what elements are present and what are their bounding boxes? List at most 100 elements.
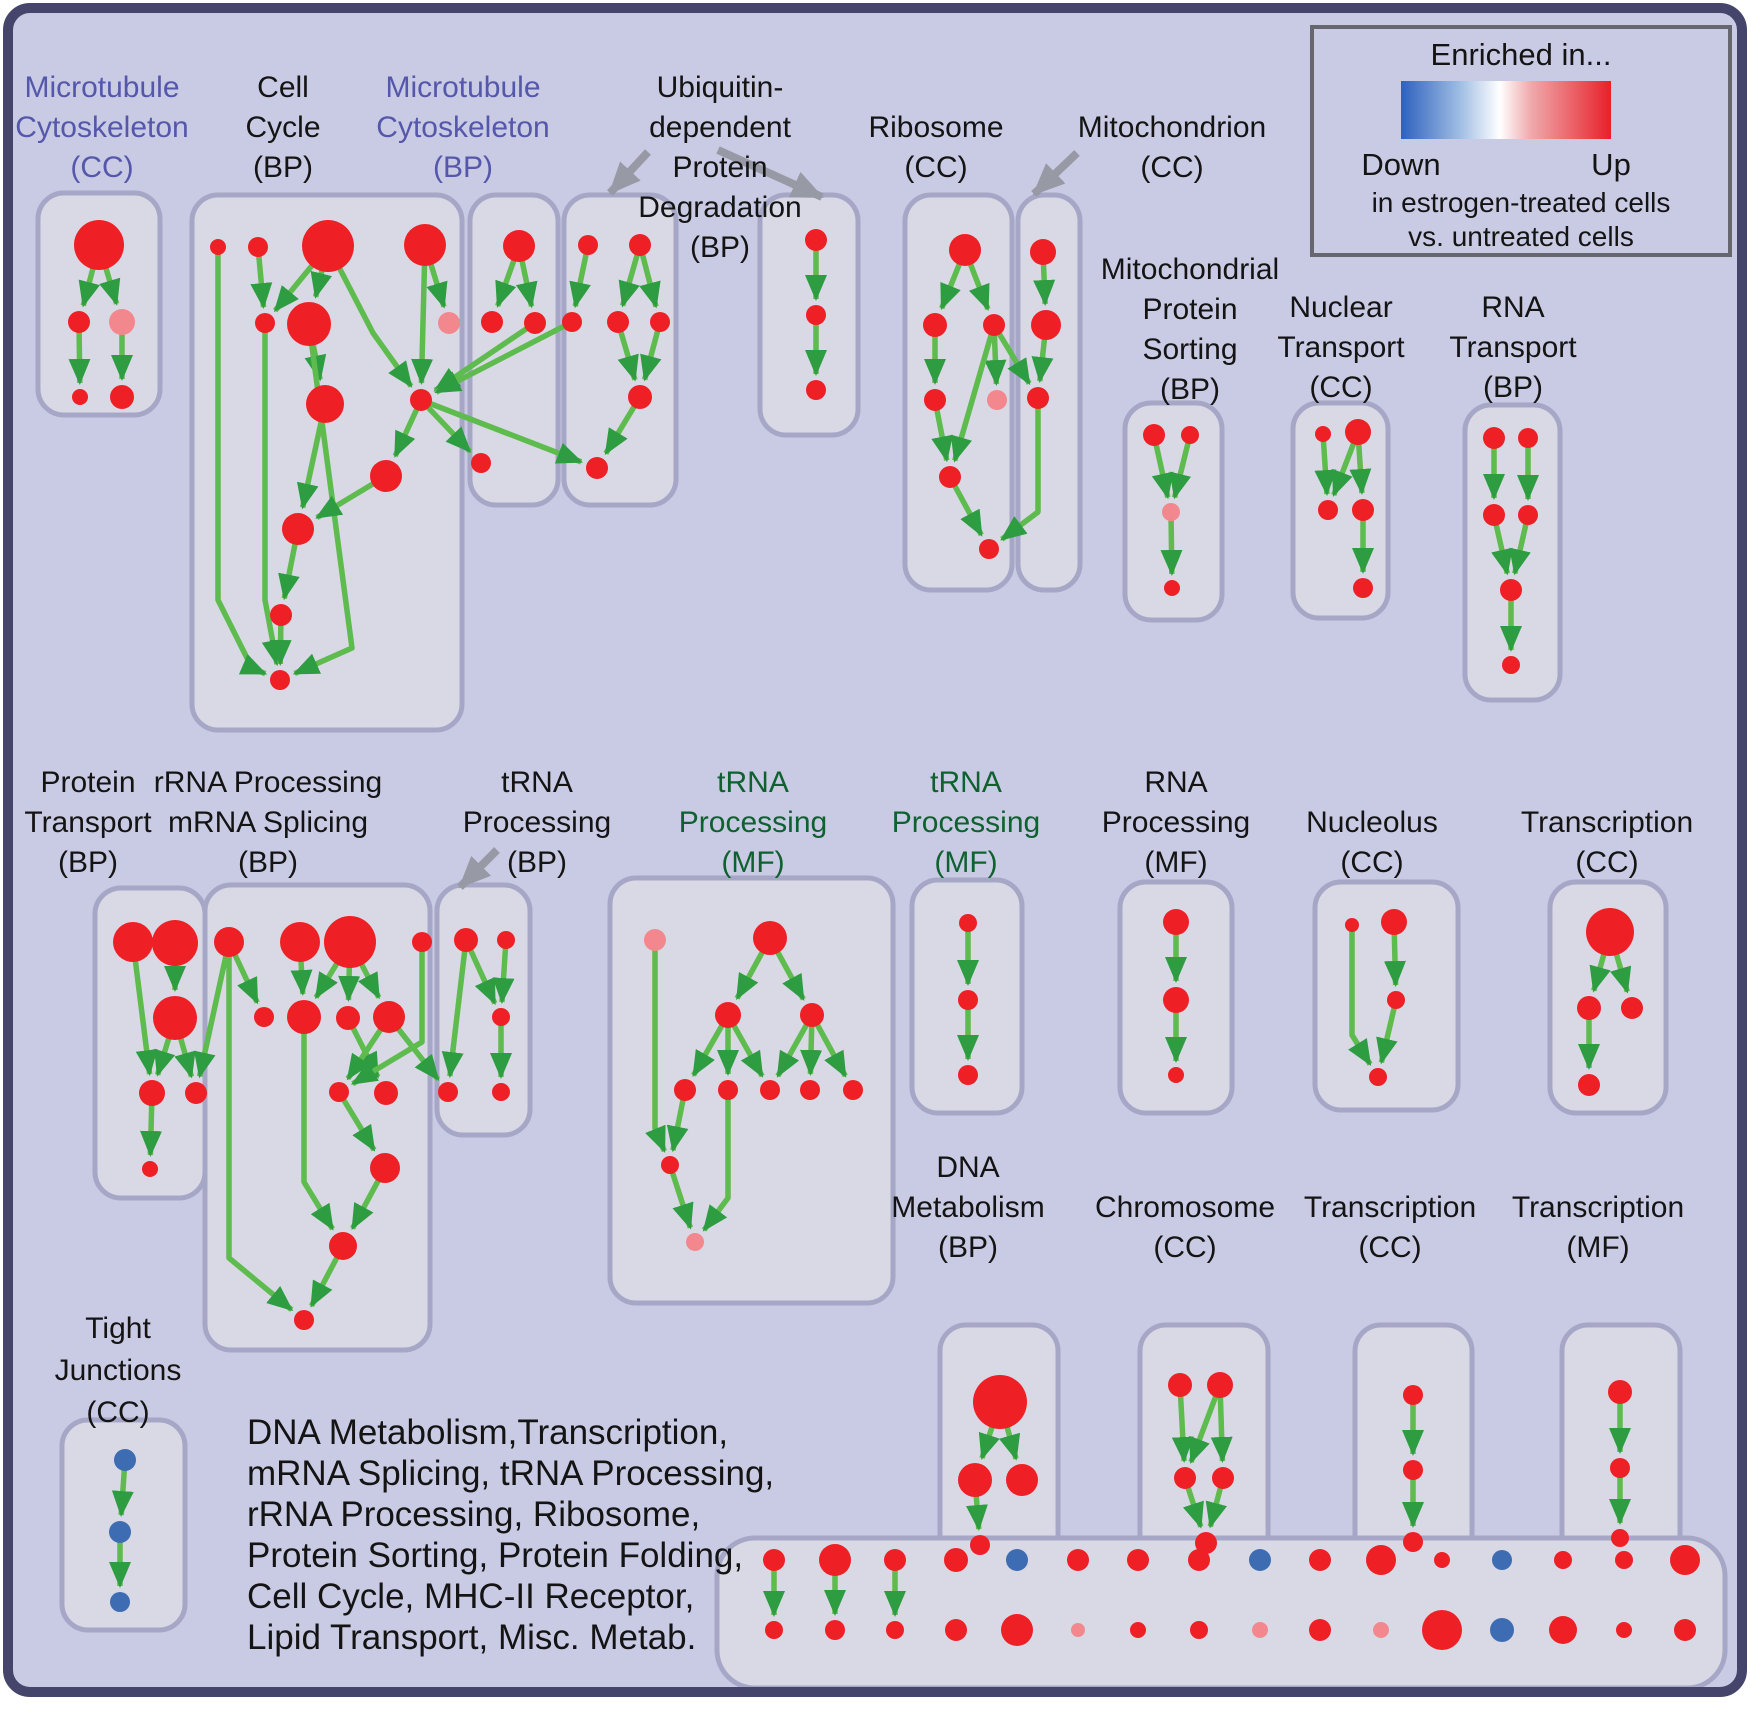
go-term-node xyxy=(152,920,198,966)
go-term-node xyxy=(1483,427,1505,449)
go-term-node xyxy=(607,311,629,333)
go-term-node xyxy=(302,220,354,272)
go-term-node xyxy=(1403,1385,1423,1405)
legend-down-label: Down xyxy=(1361,147,1441,182)
edge-arrow xyxy=(667,1164,694,1230)
edge-arrow xyxy=(1376,999,1399,1065)
go-term-node xyxy=(1249,1549,1271,1571)
go-term-node xyxy=(800,1003,824,1027)
go-term-node xyxy=(1373,1622,1389,1638)
go-term-node xyxy=(248,237,268,257)
go-term-node xyxy=(629,234,651,256)
go-term-node xyxy=(1207,1372,1233,1398)
cluster-box-chromosome xyxy=(1137,1322,1271,1566)
go-term-node xyxy=(1212,1467,1234,1489)
go-term-node xyxy=(142,1161,158,1177)
go-term-node xyxy=(1554,1551,1572,1569)
go-term-node xyxy=(1492,1550,1512,1570)
go-term-node xyxy=(109,1521,131,1543)
go-term-node xyxy=(1518,428,1538,448)
go-term-node xyxy=(644,929,666,951)
edge-arrow xyxy=(645,940,667,1153)
go-term-node xyxy=(280,922,320,962)
go-term-node xyxy=(674,1079,696,1101)
go-term-node xyxy=(1422,1610,1462,1650)
go-term-node xyxy=(109,309,135,335)
go-term-node xyxy=(628,385,652,409)
go-term-node xyxy=(336,1006,360,1030)
go-term-node xyxy=(765,1621,783,1639)
go-term-node xyxy=(1434,1552,1450,1568)
edge-arrow xyxy=(1348,925,1373,1066)
figure-frame xyxy=(3,3,1747,1697)
go-term-node xyxy=(1615,1551,1633,1569)
go-term-node xyxy=(1578,1074,1600,1096)
go-term-node xyxy=(1586,908,1634,956)
go-term-node xyxy=(503,230,535,262)
go-term-node xyxy=(329,1082,349,1102)
edge-arrow xyxy=(441,939,469,1079)
go-term-node xyxy=(924,389,946,411)
cluster-box-dna-metabolism xyxy=(937,1322,1061,1566)
go-term-node xyxy=(806,380,826,400)
go-term-node xyxy=(578,235,598,255)
go-term-node xyxy=(255,313,275,333)
go-term-node xyxy=(1130,1622,1146,1638)
go-term-node xyxy=(1195,1532,1217,1554)
go-term-node xyxy=(1616,1622,1632,1638)
go-term-node xyxy=(1309,1619,1331,1641)
edge-arrow xyxy=(194,941,232,1079)
go-term-node xyxy=(404,224,446,266)
label-pointer-arrow xyxy=(607,149,651,196)
go-term-node xyxy=(524,312,546,334)
edge-arrow xyxy=(1169,434,1193,500)
edge-arrow xyxy=(991,323,1032,386)
go-term-node xyxy=(1577,996,1601,1020)
edge-arrow xyxy=(420,397,584,465)
go-term-node xyxy=(370,460,402,492)
go-term-node xyxy=(1621,997,1643,1019)
go-term-node xyxy=(763,1549,785,1571)
go-term-node xyxy=(438,312,460,334)
go-term-node xyxy=(1190,1621,1208,1639)
edge-arrow xyxy=(950,324,997,463)
edge-arrow xyxy=(569,244,591,309)
go-term-node xyxy=(497,931,515,949)
go-term-node xyxy=(210,239,226,255)
go-term-node xyxy=(562,312,582,332)
go-term-node xyxy=(661,1156,679,1174)
go-term-node xyxy=(1163,987,1189,1013)
go-term-node xyxy=(1315,426,1331,442)
go-term-node xyxy=(1174,1467,1196,1489)
go-term-node xyxy=(306,385,344,423)
go-term-node xyxy=(1518,505,1538,525)
go-term-node xyxy=(270,604,292,626)
go-term-node xyxy=(374,1081,398,1105)
go-term-node xyxy=(1181,426,1199,444)
go-term-node xyxy=(113,922,153,962)
go-term-node xyxy=(1168,1373,1192,1397)
go-term-node xyxy=(1031,310,1061,340)
legend-subtitle-2: vs. untreated cells xyxy=(1408,221,1634,252)
go-term-node xyxy=(1674,1619,1696,1641)
go-term-node xyxy=(185,1082,207,1104)
go-term-node xyxy=(760,1080,780,1100)
go-term-node xyxy=(970,1535,990,1555)
go-term-node xyxy=(958,1065,978,1085)
cluster-box-rna-transport xyxy=(1462,402,1563,703)
go-term-node xyxy=(945,1619,967,1641)
label-pointer-arrow xyxy=(716,146,824,201)
go-term-node xyxy=(1030,239,1056,265)
go-term-node xyxy=(373,1001,405,1033)
go-term-node xyxy=(884,1549,906,1571)
go-term-node xyxy=(939,466,961,488)
go-term-node xyxy=(987,390,1007,410)
go-term-node xyxy=(1369,1068,1387,1086)
edge-arrow xyxy=(492,939,515,1005)
go-term-node xyxy=(110,385,134,409)
go-term-node xyxy=(471,453,491,473)
go-term-node xyxy=(1252,1622,1268,1638)
go-term-node xyxy=(1366,1545,1396,1575)
edge-arrow xyxy=(226,942,294,1312)
